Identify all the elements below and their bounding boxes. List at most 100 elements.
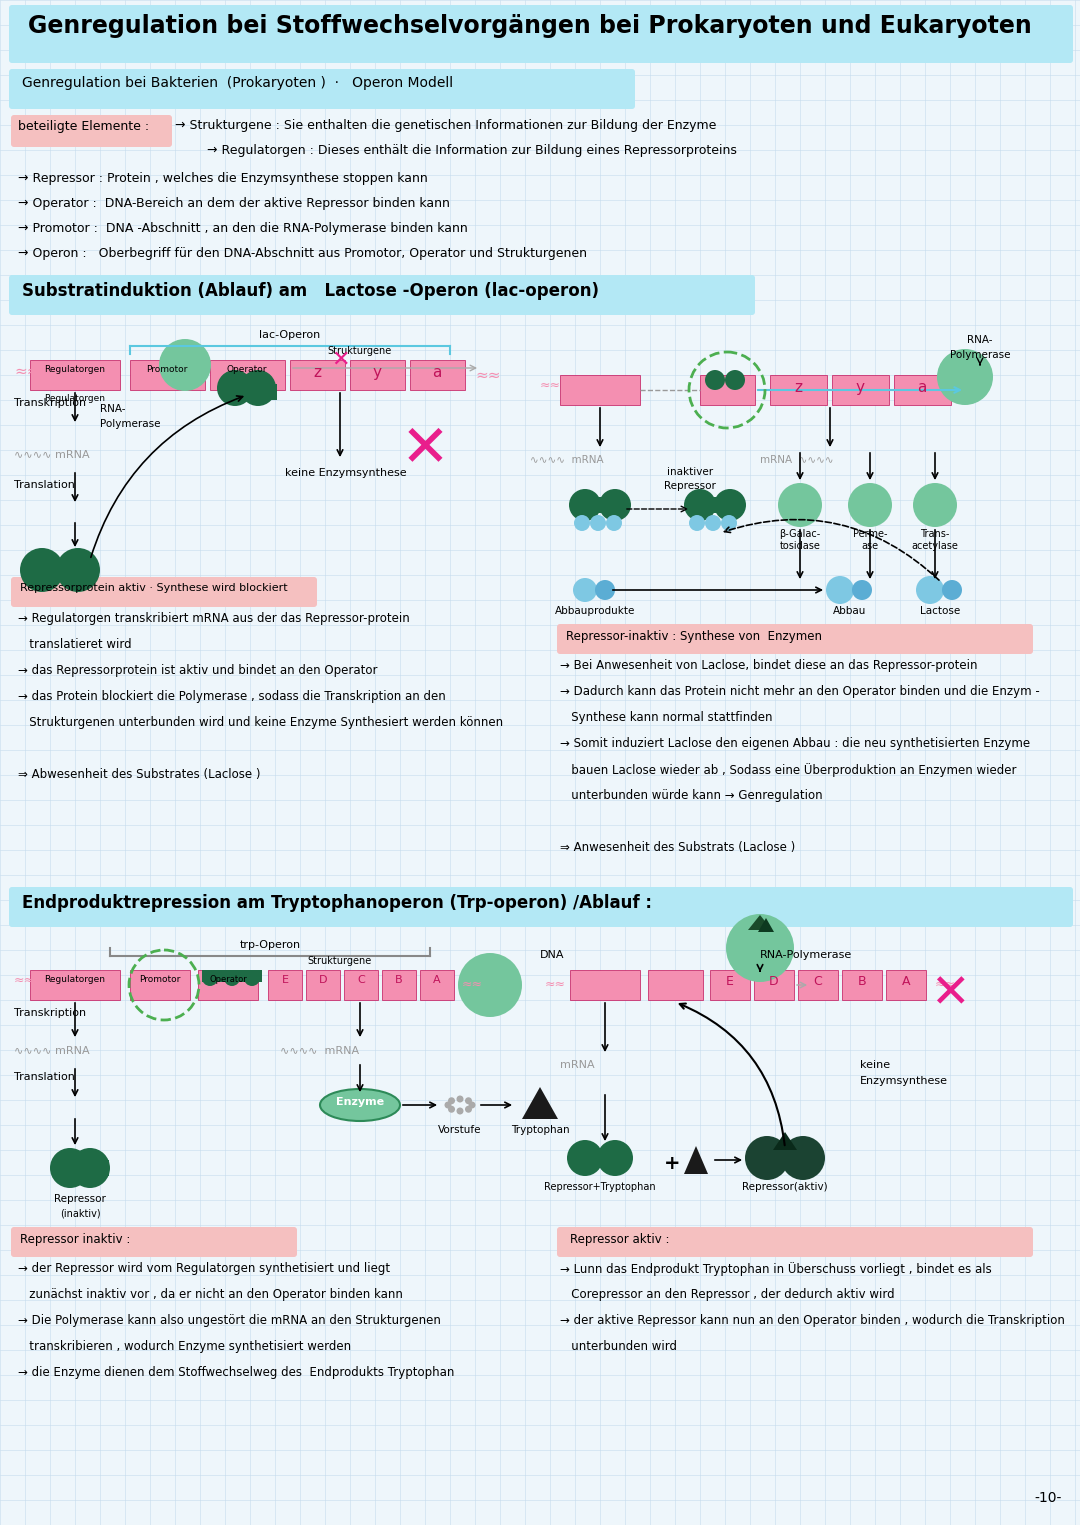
Text: beteiligte Elemente :: beteiligte Elemente : xyxy=(18,120,149,133)
Text: zunächst inaktiv vor , da er nicht an den Operator binden kann: zunächst inaktiv vor , da er nicht an de… xyxy=(18,1289,403,1301)
Text: unterbunden würde kann → Genregulation: unterbunden würde kann → Genregulation xyxy=(561,788,823,802)
Bar xyxy=(700,375,755,406)
Text: ⇒ Abwesenheit des Substrates (Laclose ): ⇒ Abwesenheit des Substrates (Laclose ) xyxy=(18,769,260,781)
Text: β-Galac-
tosidase: β-Galac- tosidase xyxy=(780,529,821,551)
Bar xyxy=(291,360,345,390)
Text: Transkription: Transkription xyxy=(14,1008,86,1019)
Text: Repressor-inaktiv : Synthese von  Enzymen: Repressor-inaktiv : Synthese von Enzymen xyxy=(566,630,822,644)
Text: unterbunden wird: unterbunden wird xyxy=(561,1340,677,1353)
Circle shape xyxy=(224,970,240,987)
Text: inaktiver: inaktiver xyxy=(667,467,713,477)
Text: → Operator :  DNA-Bereich an dem der aktive Repressor binden kann: → Operator : DNA-Bereich an dem der akti… xyxy=(18,197,450,210)
Bar xyxy=(770,375,827,406)
Text: ⇒ Anwesenheit des Substrats (Laclose ): ⇒ Anwesenheit des Substrats (Laclose ) xyxy=(561,840,795,854)
FancyBboxPatch shape xyxy=(9,888,1074,927)
Bar xyxy=(268,970,302,1000)
Text: ≈≈: ≈≈ xyxy=(545,978,566,991)
Text: z: z xyxy=(313,364,321,380)
Text: Endproduktrepression am Tryptophanoperon (Trp-operon) /Ablauf :: Endproduktrepression am Tryptophanoperon… xyxy=(22,894,652,912)
Bar xyxy=(420,970,454,1000)
Text: Translation: Translation xyxy=(14,1072,75,1083)
Text: → Lunn das Endprodukt Tryptophan in Überschuss vorliegt , bindet es als: → Lunn das Endprodukt Tryptophan in Über… xyxy=(561,1263,991,1276)
Circle shape xyxy=(606,515,622,531)
Bar xyxy=(210,360,285,390)
Bar xyxy=(30,970,120,1000)
Text: y: y xyxy=(855,380,864,395)
FancyBboxPatch shape xyxy=(11,576,318,607)
Text: Repressor(aktiv): Repressor(aktiv) xyxy=(742,1182,827,1193)
Text: ≈≈: ≈≈ xyxy=(540,380,561,392)
Bar xyxy=(350,360,405,390)
Text: Promotor: Promotor xyxy=(146,364,188,374)
Circle shape xyxy=(469,1101,475,1109)
Text: Polymerase: Polymerase xyxy=(100,419,161,429)
Text: → Die Polymerase kann also ungestört die mRNA an den Strukturgenen: → Die Polymerase kann also ungestört die… xyxy=(18,1315,441,1327)
Bar xyxy=(202,970,262,982)
Text: ≈≈: ≈≈ xyxy=(475,368,500,383)
Text: B: B xyxy=(395,974,403,985)
Text: trp-Operon: trp-Operon xyxy=(240,939,300,950)
Bar xyxy=(30,560,90,583)
Bar xyxy=(198,970,258,1000)
Text: → Somit induziert Laclose den eigenen Abbau : die neu synthetisierten Enzyme: → Somit induziert Laclose den eigenen Ab… xyxy=(561,737,1030,750)
Text: → Promotor :  DNA -Abschnitt , an den die RNA-Polymerase binden kann: → Promotor : DNA -Abschnitt , an den die… xyxy=(18,223,468,235)
Text: Abbauprodukte: Abbauprodukte xyxy=(555,605,635,616)
Text: → Regulatorgen transkribiert mRNA aus der das Repressor-protein: → Regulatorgen transkribiert mRNA aus de… xyxy=(18,612,409,625)
Text: Vorstufe: Vorstufe xyxy=(438,1125,482,1135)
Text: → Regulatorgen : Dieses enthält die Information zur Bildung eines Repressorprote: → Regulatorgen : Dieses enthält die Info… xyxy=(175,143,737,157)
Text: ≈≈: ≈≈ xyxy=(14,364,40,380)
Text: Abbau: Abbau xyxy=(834,605,866,616)
Circle shape xyxy=(244,970,260,987)
Circle shape xyxy=(937,349,993,406)
Circle shape xyxy=(567,1141,603,1176)
Circle shape xyxy=(70,1148,110,1188)
Bar xyxy=(691,497,739,512)
Circle shape xyxy=(942,580,962,599)
Text: D: D xyxy=(769,974,779,988)
Bar xyxy=(59,1161,109,1176)
Text: Enzymsynthese: Enzymsynthese xyxy=(860,1077,948,1086)
FancyBboxPatch shape xyxy=(9,274,755,316)
FancyBboxPatch shape xyxy=(557,624,1032,654)
Text: → Dadurch kann das Protein nicht mehr an den Operator binden und die Enzym -: → Dadurch kann das Protein nicht mehr an… xyxy=(561,685,1040,698)
Circle shape xyxy=(445,1101,451,1109)
Circle shape xyxy=(826,576,854,604)
Text: Repressor+Tryptophan: Repressor+Tryptophan xyxy=(544,1182,656,1193)
Circle shape xyxy=(448,1106,455,1113)
Text: Strukturgene: Strukturgene xyxy=(328,346,392,355)
Text: ✕: ✕ xyxy=(330,351,349,371)
Text: ∿∿∿∿ mRNA: ∿∿∿∿ mRNA xyxy=(14,1046,90,1055)
FancyBboxPatch shape xyxy=(9,5,1074,63)
Bar xyxy=(894,375,951,406)
Text: z: z xyxy=(794,380,802,395)
Text: translatieret wird: translatieret wird xyxy=(18,637,132,651)
Text: E: E xyxy=(726,974,734,988)
Circle shape xyxy=(202,970,218,987)
Circle shape xyxy=(465,1106,472,1113)
Text: C: C xyxy=(813,974,822,988)
Text: Regulatorgen: Regulatorgen xyxy=(44,364,106,374)
Circle shape xyxy=(590,515,606,531)
Text: → das Repressorprotein ist aktiv und bindet an den Operator: → das Repressorprotein ist aktiv und bin… xyxy=(18,663,378,677)
Circle shape xyxy=(465,1098,472,1104)
Text: ≈≈: ≈≈ xyxy=(935,978,956,991)
Circle shape xyxy=(448,1098,455,1104)
Circle shape xyxy=(916,576,944,604)
Polygon shape xyxy=(748,915,772,930)
FancyBboxPatch shape xyxy=(557,1228,1032,1257)
Circle shape xyxy=(689,515,705,531)
Text: Repressor inaktiv :: Repressor inaktiv : xyxy=(21,1234,131,1246)
Text: RNA-: RNA- xyxy=(100,404,125,413)
Circle shape xyxy=(714,490,746,522)
Circle shape xyxy=(569,490,600,522)
Text: -10-: -10- xyxy=(1035,1491,1062,1505)
Circle shape xyxy=(50,1148,90,1188)
Circle shape xyxy=(745,1136,789,1180)
Bar xyxy=(710,970,750,1000)
Text: Synthese kann normal stattfinden: Synthese kann normal stattfinden xyxy=(561,711,772,724)
Circle shape xyxy=(684,490,716,522)
Bar xyxy=(576,497,624,512)
Text: a: a xyxy=(917,380,927,395)
Text: Genregulation bei Bakterien  (Prokaryoten )  ·   Operon Modell: Genregulation bei Bakterien (Prokaryoten… xyxy=(22,76,454,90)
Text: ≈≈: ≈≈ xyxy=(14,974,35,987)
